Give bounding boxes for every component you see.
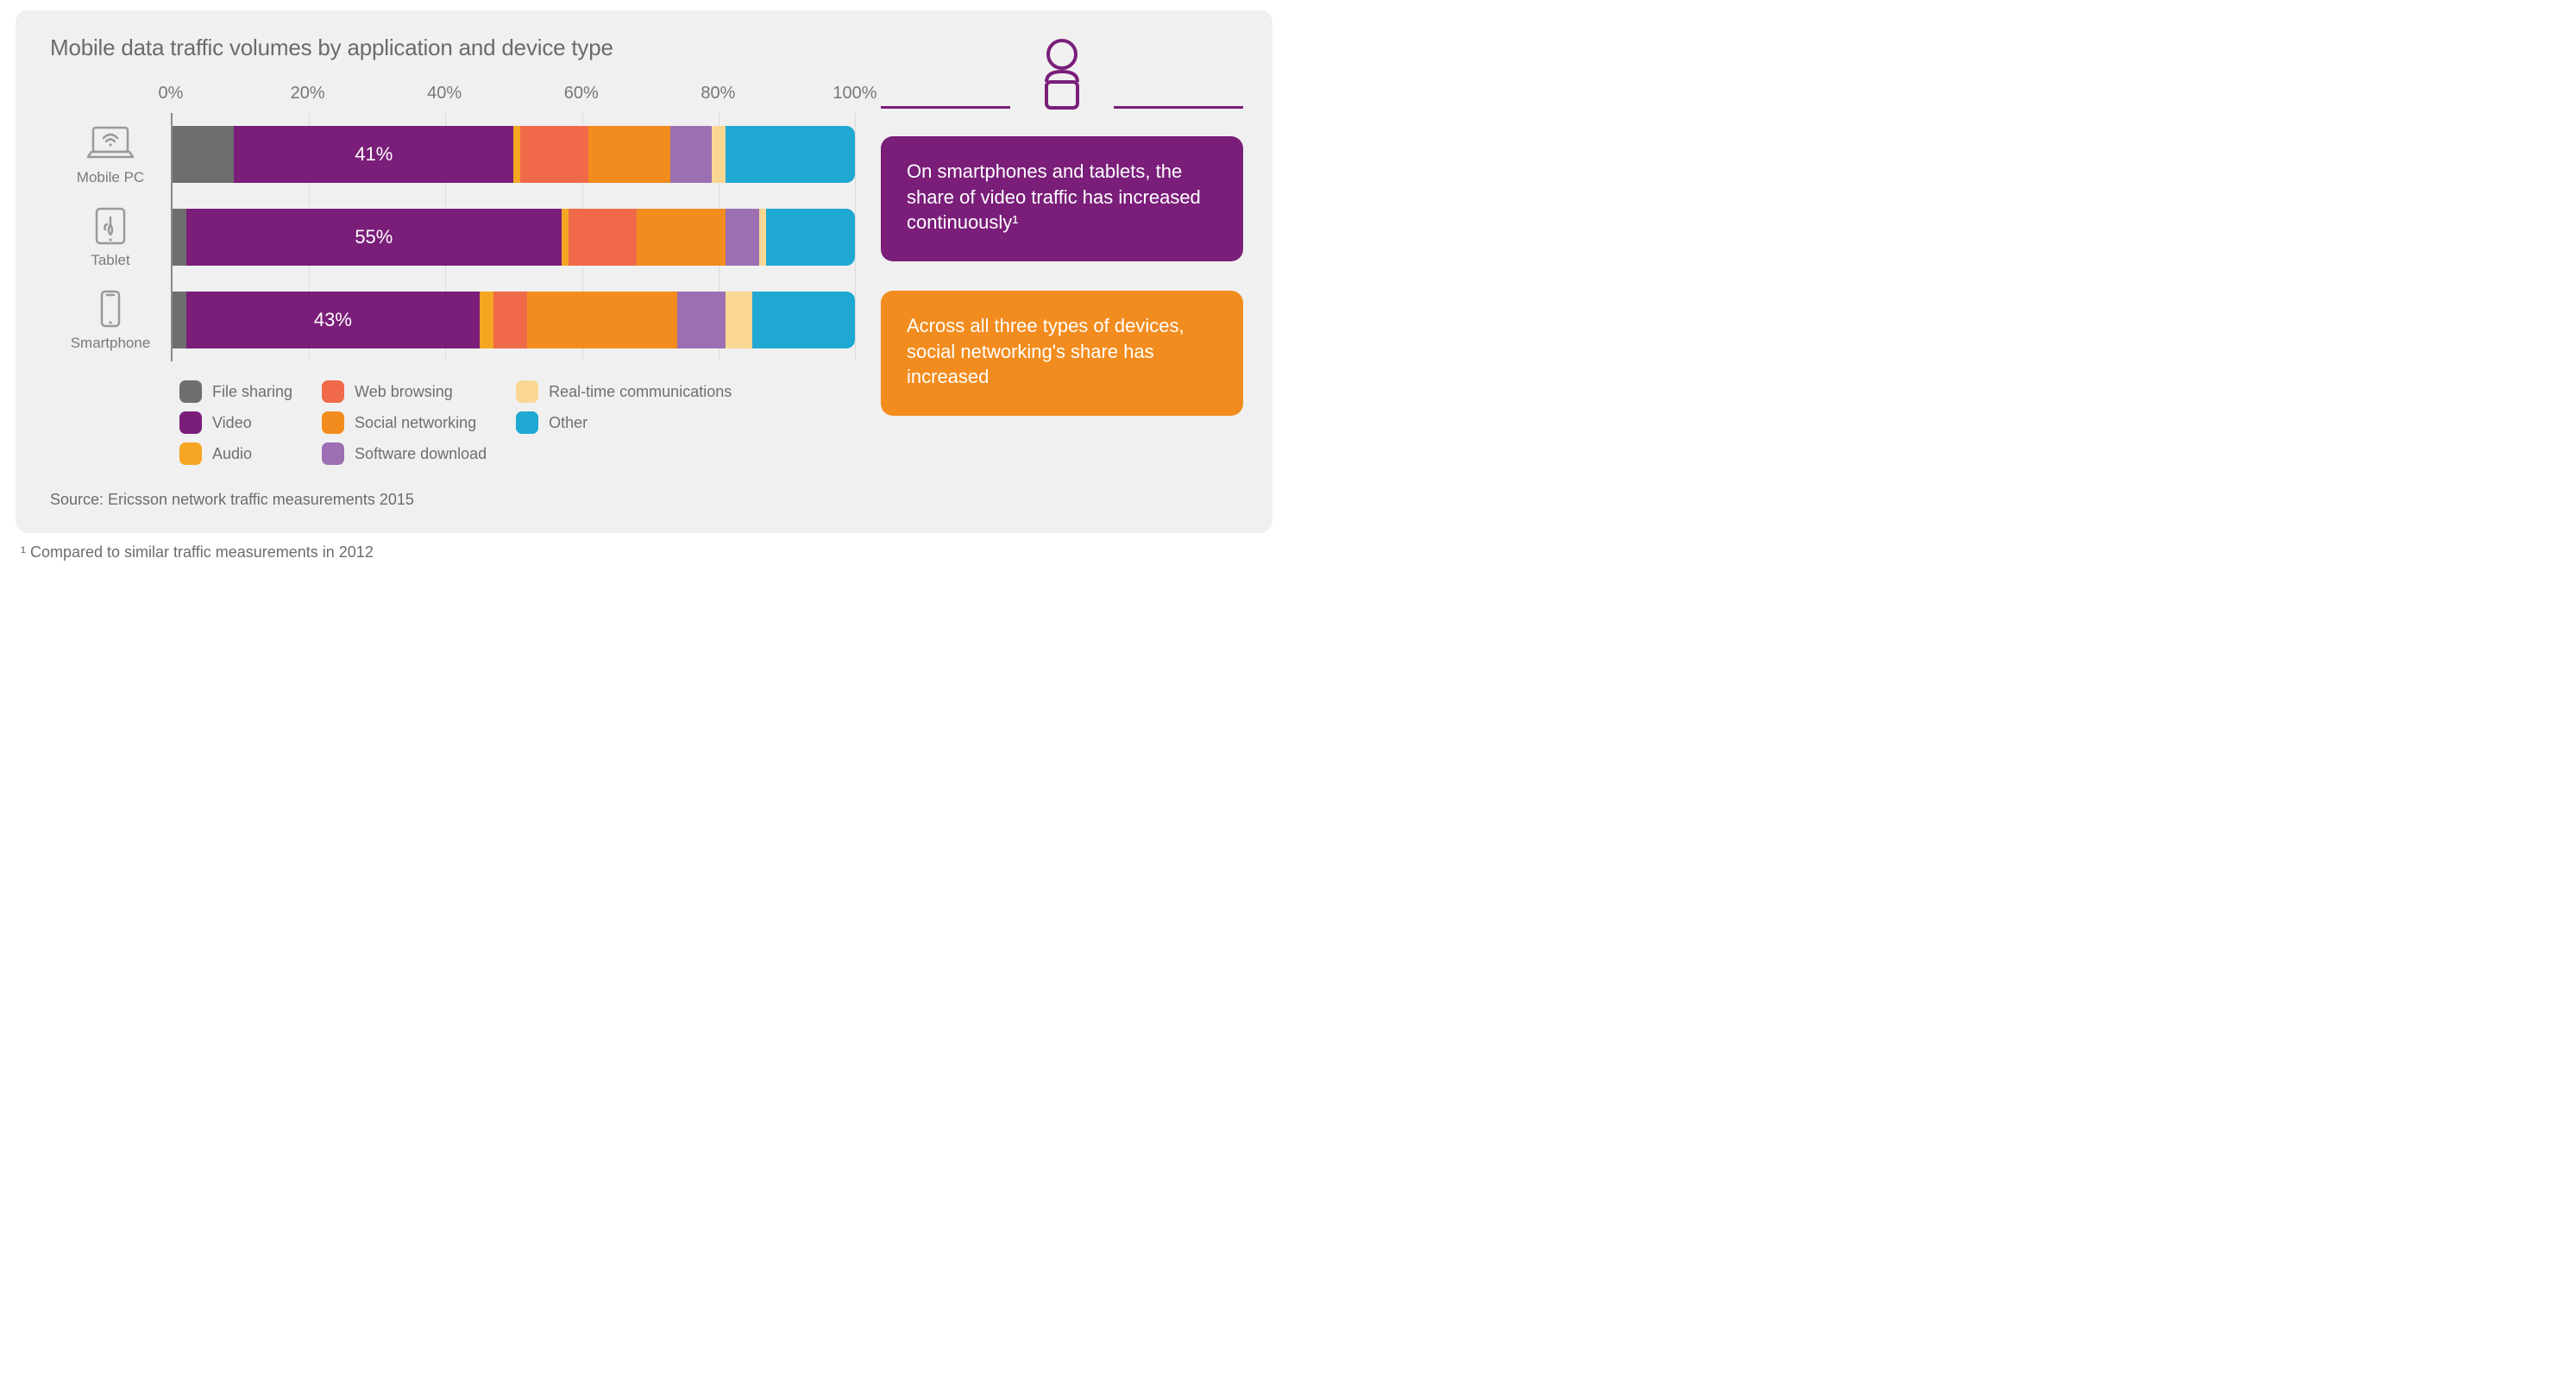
- smartphone-icon: [85, 288, 136, 329]
- bar-segment-other: [726, 126, 855, 183]
- legend-swatch: [322, 411, 344, 434]
- legend-item-web_browsing: Web browsing: [322, 380, 487, 403]
- legend-swatch: [516, 380, 538, 403]
- hero-underline-left: [881, 106, 1010, 109]
- chart-title: Mobile data traffic volumes by applicati…: [50, 35, 855, 61]
- row-label-text: Smartphone: [71, 335, 151, 352]
- bar-row: 55%: [173, 196, 855, 279]
- bar-segment-label: 41%: [355, 143, 393, 166]
- bar-segment-social: [588, 126, 670, 183]
- legend-item-social: Social networking: [322, 411, 487, 434]
- person-tablet-icon: [1021, 34, 1103, 121]
- legend-item-other: Other: [516, 411, 732, 434]
- bar-segment-realtime: [712, 126, 726, 183]
- row-label-text: Tablet: [91, 252, 129, 269]
- bar-segment-audio: [480, 292, 493, 348]
- page: Mobile data traffic volumes by applicati…: [0, 0, 1288, 577]
- info-panel: Mobile data traffic volumes by applicati…: [16, 10, 1272, 533]
- bar-segment-file_sharing: [173, 126, 234, 183]
- bar-segment-software: [726, 209, 760, 266]
- footnote: ¹ Compared to similar traffic measuremen…: [21, 543, 1272, 562]
- legend-swatch: [516, 411, 538, 434]
- legend-swatch: [179, 411, 202, 434]
- axis-tick: 80%: [701, 84, 735, 104]
- bar-segment-video: 43%: [186, 292, 480, 348]
- source-text: Source: Ericsson network traffic measure…: [50, 491, 855, 509]
- row-label: Tablet: [50, 196, 171, 279]
- chart: Mobile PC Tablet Smartphone 0% 20% 40% 60% 80%…: [50, 84, 855, 361]
- hero-graphic: [881, 35, 1243, 121]
- stacked-bar: 55%: [173, 209, 855, 266]
- legend-label: Web browsing: [355, 383, 453, 401]
- bar-segment-web_browsing: [493, 292, 528, 348]
- callout-column: On smartphones and tablets, the share of…: [881, 35, 1243, 509]
- legend-swatch: [179, 380, 202, 403]
- bar-segment-video: 55%: [186, 209, 562, 266]
- legend-item-file_sharing: File sharing: [179, 380, 292, 403]
- hero-underline-right: [1114, 106, 1243, 109]
- bar-segment-software: [670, 126, 711, 183]
- row-labels: Mobile PC Tablet Smartphone: [50, 84, 171, 361]
- legend-label: Social networking: [355, 414, 476, 432]
- legend-column: File sharing Video Audio: [179, 380, 292, 465]
- chart-column: Mobile data traffic volumes by applicati…: [50, 35, 855, 509]
- bar-segment-file_sharing: [173, 209, 186, 266]
- plot-area: 0%20%40%60%80%100% 41%55%43%: [171, 84, 855, 361]
- bar-segment-file_sharing: [173, 292, 186, 348]
- legend-swatch: [179, 442, 202, 465]
- legend: File sharing Video Audio Web browsing Social…: [179, 380, 852, 465]
- callout-box: Across all three types of devices, socia…: [881, 291, 1243, 416]
- callout-box: On smartphones and tablets, the share of…: [881, 136, 1243, 261]
- bar-segment-realtime: [759, 209, 766, 266]
- legend-item-audio: Audio: [179, 442, 292, 465]
- axis-tick: 0%: [159, 84, 184, 104]
- stacked-bar: 43%: [173, 292, 855, 348]
- legend-label: Real-time communications: [549, 383, 732, 401]
- bar-row: 43%: [173, 279, 855, 361]
- bar-segment-software: [677, 292, 725, 348]
- axis-tick: 20%: [291, 84, 325, 104]
- bar-segment-audio: [562, 209, 569, 266]
- bar-segment-web_browsing: [520, 126, 588, 183]
- bar-segment-other: [752, 292, 855, 348]
- legend-swatch: [322, 380, 344, 403]
- legend-item-video: Video: [179, 411, 292, 434]
- bar-segment-label: 43%: [314, 309, 352, 331]
- axis-tick: 100%: [832, 84, 876, 104]
- bar-segment-social: [637, 209, 726, 266]
- axis-tick: 40%: [427, 84, 462, 104]
- bar-segment-label: 55%: [355, 226, 393, 248]
- legend-label: Software download: [355, 445, 487, 463]
- legend-label: Video: [212, 414, 252, 432]
- bar-row: 41%: [173, 113, 855, 196]
- bar-segment-realtime: [726, 292, 753, 348]
- row-label-text: Mobile PC: [77, 169, 144, 186]
- row-label: Mobile PC: [50, 113, 171, 196]
- legend-column: Web browsing Social networking Software do…: [322, 380, 487, 465]
- row-label: Smartphone: [50, 279, 171, 361]
- grid-line: [855, 113, 856, 361]
- bar-segment-video: 41%: [234, 126, 513, 183]
- callout-list: On smartphones and tablets, the share of…: [881, 136, 1243, 445]
- legend-item-realtime: Real-time communications: [516, 380, 732, 403]
- tablet-touch-icon: [85, 205, 136, 247]
- x-axis: 0%20%40%60%80%100%: [171, 84, 855, 113]
- legend-swatch: [322, 442, 344, 465]
- legend-label: Audio: [212, 445, 252, 463]
- bar-segment-audio: [513, 126, 520, 183]
- legend-item-software: Software download: [322, 442, 487, 465]
- legend-label: File sharing: [212, 383, 292, 401]
- bar-segment-web_browsing: [569, 209, 637, 266]
- legend-column: Real-time communications Other: [516, 380, 732, 465]
- bar-segment-social: [527, 292, 677, 348]
- laptop-wifi-icon: [85, 122, 136, 164]
- bars-area: 41% 55% 43%: [171, 113, 855, 361]
- legend-label: Other: [549, 414, 587, 432]
- stacked-bar: 41%: [173, 126, 855, 183]
- axis-tick: 60%: [564, 84, 599, 104]
- bar-segment-other: [766, 209, 855, 266]
